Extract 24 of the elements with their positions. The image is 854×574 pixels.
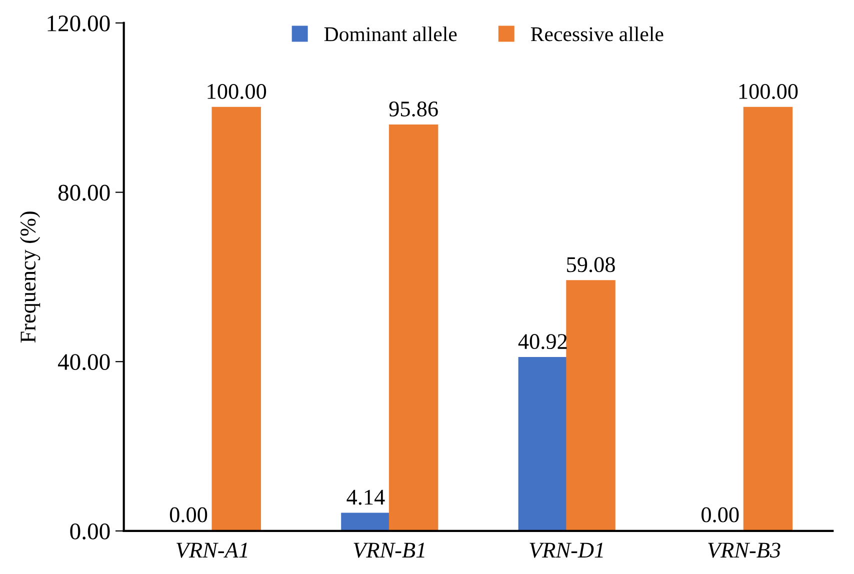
data-label: 59.08 (567, 257, 615, 272)
data-label: 100.00 (739, 84, 798, 100)
x-tick-label: VRN-B1 (354, 542, 424, 558)
data-label: 100.00 (208, 84, 266, 100)
x-tick-label: VRN-B3 (708, 542, 780, 558)
bar (743, 106, 793, 531)
data-label: 0.00 (702, 507, 739, 522)
y-tick-label: 40.00 (58, 354, 110, 370)
data-label: 95.86 (389, 101, 438, 117)
data-label: 0.00 (170, 507, 208, 522)
y-tick-label: 0.00 (70, 523, 110, 540)
y-tick-label: 80.00 (58, 184, 110, 201)
legend-label: Recessive allele (530, 26, 664, 42)
bar (212, 106, 261, 531)
bar (518, 357, 568, 531)
x-tick-label: VRN-D1 (530, 542, 603, 558)
bar (388, 124, 438, 531)
y-axis-title: Frequency (%) (20, 212, 40, 343)
x-tick-label: VRN-A1 (176, 542, 248, 558)
data-label: 4.14 (346, 490, 385, 505)
bar (566, 280, 616, 531)
legend-label: Dominant allele (324, 26, 457, 42)
bar (341, 512, 390, 531)
y-tick-label: 120.00 (48, 15, 110, 32)
